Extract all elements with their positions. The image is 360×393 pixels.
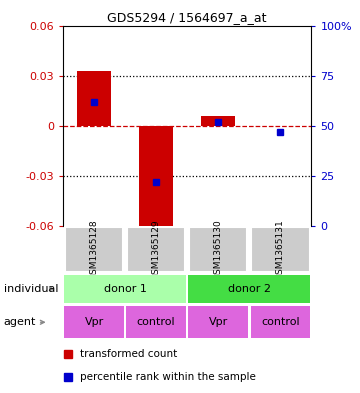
Text: GSM1365131: GSM1365131: [276, 219, 285, 280]
Text: control: control: [261, 317, 300, 327]
Text: GSM1365128: GSM1365128: [90, 219, 99, 280]
Text: GSM1365129: GSM1365129: [152, 219, 161, 280]
Text: agent: agent: [4, 317, 36, 327]
Bar: [251, 228, 310, 272]
Bar: [188, 275, 310, 303]
Bar: [64, 275, 186, 303]
Bar: [65, 228, 123, 272]
Bar: [64, 307, 124, 338]
Bar: [127, 228, 185, 272]
Text: donor 1: donor 1: [104, 284, 147, 294]
Bar: [189, 228, 247, 272]
Text: donor 2: donor 2: [228, 284, 271, 294]
Text: control: control: [137, 317, 175, 327]
Text: transformed count: transformed count: [80, 349, 177, 359]
Text: Vpr: Vpr: [85, 317, 104, 327]
Text: percentile rank within the sample: percentile rank within the sample: [80, 372, 256, 382]
Title: GDS5294 / 1564697_a_at: GDS5294 / 1564697_a_at: [107, 11, 267, 24]
Text: Vpr: Vpr: [209, 317, 228, 327]
Bar: [139, 126, 173, 231]
Bar: [251, 307, 310, 338]
Text: individual: individual: [4, 284, 58, 294]
Bar: [201, 116, 235, 126]
Text: GSM1365130: GSM1365130: [214, 219, 223, 280]
Bar: [188, 307, 248, 338]
Bar: [77, 71, 111, 126]
Bar: [126, 307, 186, 338]
